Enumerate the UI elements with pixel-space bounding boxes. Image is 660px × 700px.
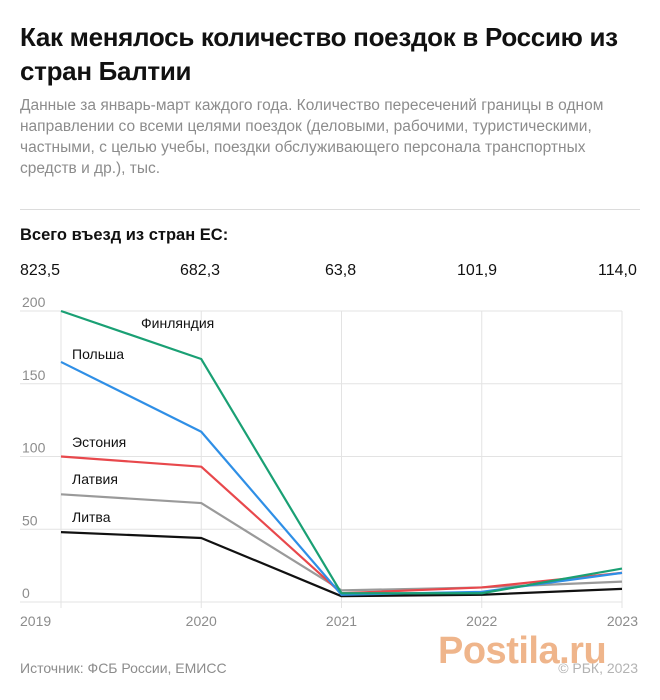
series-label: Латвия <box>72 471 118 487</box>
totals-heading: Всего въезд из стран ЕС: <box>20 226 229 244</box>
total-value-2019: 823,5 <box>20 262 61 279</box>
line-chart: 0 50 100 150 200 2019 2020 2021 2022 2023 Финлянди… <box>20 294 638 629</box>
total-value-2023: 114,0 <box>598 262 637 279</box>
series-label: Литва <box>72 509 111 525</box>
series-label: Эстония <box>72 434 126 450</box>
source-note: Источник: ФСБ России, ЕМИСС <box>20 660 227 676</box>
divider <box>20 209 640 210</box>
series-label: Польша <box>72 346 124 362</box>
x-tick-label: 2019 <box>20 613 51 629</box>
chart-subtitle: Данные за январь-март каждого года. Коли… <box>20 97 604 177</box>
series-line <box>60 309 623 595</box>
copyright: © РБК, 2023 <box>558 660 638 676</box>
y-tick-label: 150 <box>22 367 46 383</box>
x-tick-label: 2021 <box>326 613 357 629</box>
x-tick-label: 2023 <box>607 613 638 629</box>
total-value-2022: 101,9 <box>457 262 498 279</box>
y-tick-label: 0 <box>22 585 30 601</box>
x-tick-label: 2022 <box>466 613 497 629</box>
y-tick-label: 100 <box>22 440 46 456</box>
x-tick-label: 2020 <box>186 613 217 629</box>
series-label: Финляндия <box>141 315 214 331</box>
chart-title: Как менялось количество поездок в Россию… <box>20 22 618 86</box>
y-tick-label: 50 <box>22 512 38 528</box>
total-value-2020: 682,3 <box>180 262 221 279</box>
watermark-logo: Postila.ru <box>438 630 607 672</box>
series-line <box>60 531 623 598</box>
y-tick-label: 200 <box>22 294 46 310</box>
total-value-2021: 63,8 <box>325 262 357 279</box>
